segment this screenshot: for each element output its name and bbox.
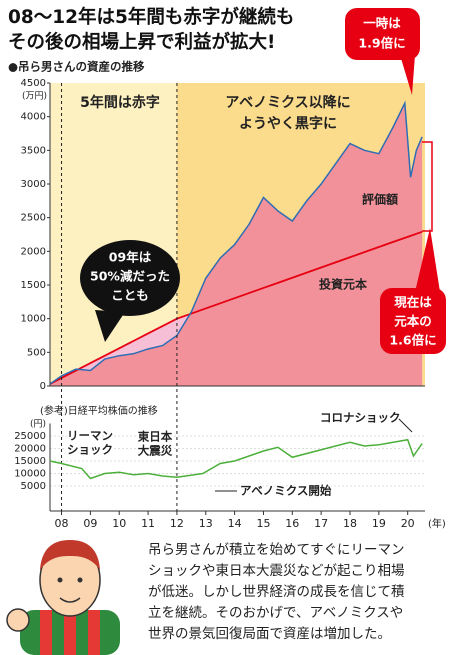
bracket	[422, 141, 433, 232]
bubble	[400, 55, 415, 95]
annotation: 09年は	[109, 250, 152, 265]
text-line: 吊ら男さんが積立を始めてすぐにリーマン	[148, 542, 405, 558]
bubble	[80, 240, 180, 316]
y-tick-label: 3000	[21, 179, 46, 190]
y-tick-label: 15000	[14, 456, 46, 467]
y-unit: (円)	[30, 419, 46, 430]
y-tick-label: 20000	[14, 444, 46, 455]
x-tick-label: 12	[170, 517, 184, 530]
bubble	[95, 310, 125, 342]
x-tick-label: 17	[314, 517, 328, 530]
period-label: 5年間は赤字	[80, 94, 160, 111]
text-line: 世界の景気回復局面で資産は増加した。	[148, 626, 391, 642]
y-tick-label: 2000	[21, 246, 46, 257]
valuation-line	[49, 100, 423, 385]
annotation: 1.9倍に	[358, 36, 405, 51]
x-tick-label: 11	[141, 517, 155, 530]
annotation: 大震災	[138, 444, 173, 458]
x-tick-label: 14	[228, 517, 242, 530]
x-tick-label: 09	[83, 517, 97, 530]
illustration	[6, 540, 120, 655]
y-tick-label: 0	[40, 381, 46, 392]
annotation: リーマン	[67, 429, 113, 443]
y-tick-label: 3500	[21, 145, 46, 156]
y-tick-label: 5000	[21, 481, 46, 492]
subtitle: ●吊ら男さんの資産の推移	[8, 60, 145, 74]
text-line: ショックや東日本大震災などが起こり相場	[148, 563, 405, 579]
text-line: 立を継続。そのおかげで、アベノミクスや	[148, 605, 404, 621]
annotation: 現在は	[394, 295, 432, 310]
annotation: 50%減だった	[90, 269, 170, 284]
text-line: が低迷。しかし世界経済の成長を信じて積	[148, 584, 405, 600]
y-tick-label: 1500	[21, 280, 46, 291]
x-unit: (年)	[428, 517, 446, 530]
y-tick-label: 500	[27, 347, 46, 358]
nikkei-line	[49, 438, 423, 480]
pointer	[397, 417, 413, 433]
x-tick-label: 19	[372, 517, 386, 530]
y-tick-label: 1000	[21, 314, 46, 325]
series-label: 投資元本	[319, 277, 367, 292]
y-tick-label: 4500	[21, 78, 46, 89]
annotation: 元本の	[394, 314, 432, 329]
annotation: アベノミクス開始	[240, 484, 332, 498]
title: 08〜12年は5年間も赤字が継続も	[8, 6, 294, 28]
annotation: ことも	[111, 288, 149, 303]
x-tick-label: 10	[112, 517, 126, 530]
bubble	[380, 288, 446, 354]
annotation: ショック	[67, 443, 113, 457]
bubble	[415, 228, 440, 292]
annotation: 一時は	[363, 16, 401, 31]
bubble	[345, 8, 420, 60]
series-label: 評価額	[362, 192, 398, 207]
principal-line	[49, 230, 423, 385]
x-tick-label: 08	[55, 517, 69, 530]
x-tick-label: 13	[199, 517, 213, 530]
description: 吊ら男さんが積立を始めてすぐにリーマン ショックや東日本大震災などが起こり相場 が低…	[148, 540, 448, 645]
y-tick-label: 4000	[21, 112, 46, 123]
subtitle: (参考)日経平均株価の推移	[40, 404, 158, 417]
annotation: 東日本	[138, 430, 173, 444]
y-unit: (万円)	[22, 91, 47, 102]
period-label: ようやく黒字に	[239, 115, 337, 132]
x-tick-label: 20	[401, 517, 415, 530]
x-tick-label: 15	[256, 517, 270, 530]
x-tick-label: 18	[343, 517, 357, 530]
period-label: アベノミクス以降に	[225, 94, 350, 111]
y-tick-label: 10000	[14, 469, 46, 480]
annotation: 1.6倍に	[389, 333, 436, 348]
annotation: コロナショック	[320, 411, 401, 425]
x-tick-label: 16	[285, 517, 299, 530]
title: その後の相場上昇で利益が拡大!	[8, 31, 275, 53]
y-tick-label: 2500	[21, 213, 46, 224]
y-tick-label: 25000	[14, 431, 46, 442]
